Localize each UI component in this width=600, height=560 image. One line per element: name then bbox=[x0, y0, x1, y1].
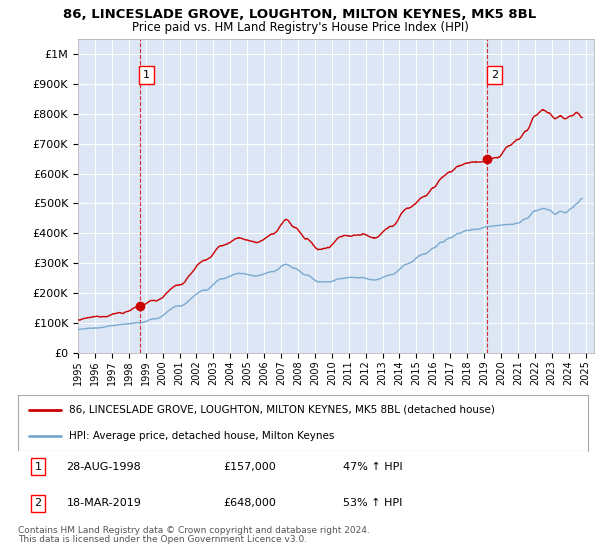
Text: 28-AUG-1998: 28-AUG-1998 bbox=[67, 462, 141, 472]
Text: 53% ↑ HPI: 53% ↑ HPI bbox=[343, 498, 402, 508]
Text: £648,000: £648,000 bbox=[223, 498, 276, 508]
Text: 2: 2 bbox=[34, 498, 41, 508]
Text: This data is licensed under the Open Government Licence v3.0.: This data is licensed under the Open Gov… bbox=[18, 535, 307, 544]
Text: £157,000: £157,000 bbox=[223, 462, 276, 472]
Text: 86, LINCESLADE GROVE, LOUGHTON, MILTON KEYNES, MK5 8BL (detached house): 86, LINCESLADE GROVE, LOUGHTON, MILTON K… bbox=[70, 405, 495, 415]
Text: Contains HM Land Registry data © Crown copyright and database right 2024.: Contains HM Land Registry data © Crown c… bbox=[18, 526, 370, 535]
Text: 18-MAR-2019: 18-MAR-2019 bbox=[67, 498, 142, 508]
Text: 47% ↑ HPI: 47% ↑ HPI bbox=[343, 462, 403, 472]
Text: Price paid vs. HM Land Registry's House Price Index (HPI): Price paid vs. HM Land Registry's House … bbox=[131, 21, 469, 34]
Text: 1: 1 bbox=[34, 462, 41, 472]
Text: HPI: Average price, detached house, Milton Keynes: HPI: Average price, detached house, Milt… bbox=[70, 431, 335, 441]
Text: 86, LINCESLADE GROVE, LOUGHTON, MILTON KEYNES, MK5 8BL: 86, LINCESLADE GROVE, LOUGHTON, MILTON K… bbox=[64, 8, 536, 21]
Text: 1: 1 bbox=[143, 70, 150, 80]
Text: 2: 2 bbox=[491, 70, 498, 80]
